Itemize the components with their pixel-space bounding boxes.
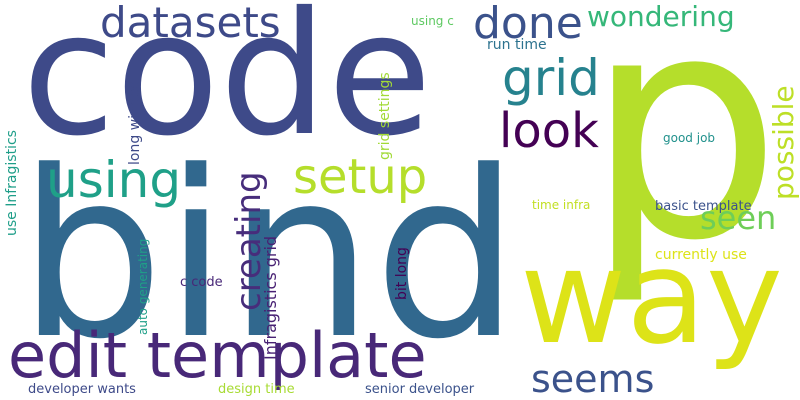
word-grid-settings: grid settings <box>378 72 392 160</box>
word-auto-generating: auto generating <box>137 239 149 335</box>
word-wondering: wondering <box>587 3 735 31</box>
word-edit-template: edit template <box>8 325 427 387</box>
word-using: using <box>46 155 181 205</box>
word-setup: setup <box>293 153 427 201</box>
word-design-time: design time <box>218 383 295 396</box>
word-long-winded: long winded <box>128 80 142 165</box>
word-using-c: using c <box>411 15 454 27</box>
word-seems: seems <box>531 360 654 398</box>
word-senior-developer: senior developer <box>365 383 474 396</box>
word-c-code: c code <box>180 276 223 289</box>
word-developer-wants: developer wants <box>28 383 136 396</box>
word-grid: grid <box>502 53 600 103</box>
word-possible: possible <box>770 85 798 200</box>
word-time-infra: time infra <box>532 199 590 211</box>
word-infragistics-grid: Infragistics grid <box>263 236 279 360</box>
word-use-infragistics: use Infragistics <box>5 130 19 236</box>
word-basic-template: basic template <box>655 200 752 213</box>
word-look: look <box>499 107 599 155</box>
word-good-job: good job <box>663 132 715 144</box>
word-run-time: run time <box>487 38 547 52</box>
word-datasets: datasets <box>100 2 281 44</box>
word-bit-long: bit long <box>395 247 409 300</box>
word-currently-use: currently use <box>655 248 747 262</box>
